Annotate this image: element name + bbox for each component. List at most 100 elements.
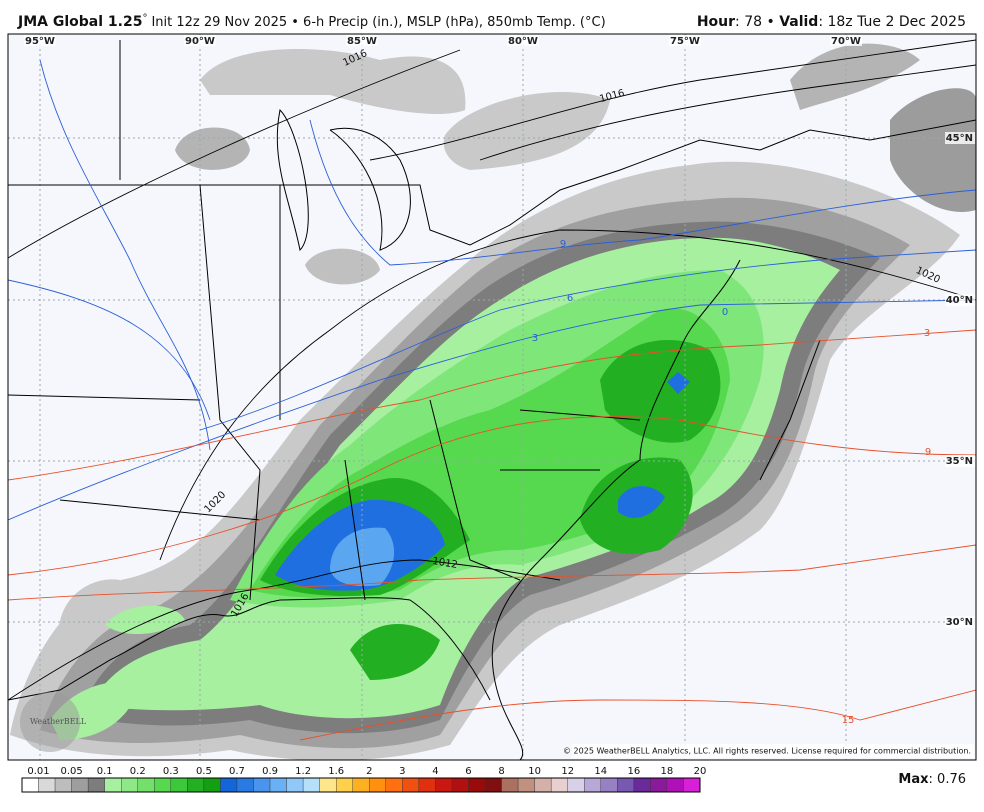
isotherm-label: 0 (722, 307, 728, 318)
colorbar-swatch (534, 777, 552, 793)
isotherm-label: 3 (924, 328, 930, 339)
longitude-label: 95°W (25, 36, 55, 47)
model-name: JMA Global 1.25 (17, 14, 142, 30)
hour-label: Hour (697, 14, 735, 30)
colorbar-swatch (253, 777, 271, 793)
colorbar-label: 20 (694, 766, 707, 777)
colorbar-swatch (650, 777, 668, 793)
label-bg (830, 35, 862, 46)
colorbar-swatch (352, 777, 370, 793)
colorbar-label: 12 (561, 766, 574, 777)
valid-label: Valid (779, 14, 818, 30)
label-bg (945, 294, 975, 306)
colorbar-label: 0.7 (229, 766, 245, 777)
colorbar-swatch (21, 777, 39, 793)
colorbar-swatch (236, 777, 254, 793)
colorbar-label: 8 (498, 766, 504, 777)
colorbar-label: 0.1 (97, 766, 113, 777)
header-left: JMA Global 1.25° Init 12z 29 Nov 2025 • 6… (17, 13, 606, 30)
latitude-label: 35°N (946, 456, 973, 467)
colorbar-label: 10 (528, 766, 541, 777)
colorbar-label: 6 (465, 766, 471, 777)
colorbar-label: 0.05 (60, 766, 82, 777)
label-bg (507, 35, 539, 46)
colorbar-swatch (286, 777, 304, 793)
latitude-label: 30°N (946, 617, 973, 628)
longitude-label: 75°W (670, 36, 700, 47)
colorbar-swatch (451, 777, 469, 793)
colorbar-swatch (335, 777, 353, 793)
isobars (8, 39, 976, 701)
colorbar-swatch (121, 777, 138, 793)
colorbar-swatch (584, 777, 601, 793)
colorbar-swatch (484, 777, 502, 793)
colorbar-swatch (269, 777, 287, 793)
isotherm-label: 15 (842, 715, 855, 726)
longitude-label: 90°W (185, 36, 215, 47)
isotherm-label: 9 (925, 447, 931, 458)
colorbar-swatch (154, 777, 172, 793)
colorbar-label: 0.3 (163, 766, 179, 777)
colorbar-swatch (402, 777, 420, 793)
latitude-labels: 45°N 40°N 35°N 30°N (945, 132, 975, 628)
colorbar-swatch (87, 777, 105, 793)
label-bg (24, 35, 56, 46)
isotherms-cold (8, 59, 976, 521)
colorbar-swatch (385, 777, 403, 793)
degree: ° (142, 13, 147, 24)
colorbar-swatch (104, 777, 122, 793)
run-info: Init 12z 29 Nov 2025 • 6-h Precip (in.),… (151, 15, 605, 30)
colorbar-label: 0.2 (130, 766, 146, 777)
colorbar-swatch (435, 777, 453, 793)
colorbar-swatch (600, 777, 618, 793)
header-right: Hour: 78 • Valid: 18z Tue 2 Dec 2025 (697, 14, 966, 30)
colorbar-swatch (501, 777, 519, 793)
longitude-label: 85°W (347, 36, 377, 47)
colorbar-label: 14 (594, 766, 607, 777)
max-value: : 0.76 (929, 772, 966, 787)
colorbar-swatch (683, 777, 701, 793)
colorbar-swatch (203, 777, 221, 793)
graticule (8, 34, 976, 760)
label-bg (184, 35, 216, 46)
max-label: Max (898, 772, 929, 787)
colorbar-frame (21, 777, 701, 793)
isotherm-label: 3 (532, 333, 538, 344)
label-bg (346, 35, 378, 46)
colorbar-swatch (38, 777, 56, 793)
colorbar-swatch (567, 777, 585, 793)
longitude-labels: 95°W 90°W 85°W 80°W 75°W 70°W (24, 35, 862, 47)
colorbar-label: 1.2 (295, 766, 311, 777)
map-lines (8, 34, 976, 760)
precip-shading (10, 43, 976, 760)
colorbar-label: 4 (432, 766, 438, 777)
isobar-label: 1012 (431, 556, 458, 571)
latitude-label: 40°N (946, 295, 973, 306)
colorbar-swatch (319, 777, 337, 793)
label-bg (945, 132, 975, 144)
colorbar-label: 0.01 (27, 766, 49, 777)
label-bg (945, 616, 975, 628)
longitude-label: 80°W (508, 36, 538, 47)
copyright: © 2025 WeatherBELL Analytics, LLC. All r… (563, 747, 971, 756)
colorbar-swatch (550, 777, 568, 793)
colorbar-label: 16 (627, 766, 640, 777)
latitude-label: 45°N (946, 133, 973, 144)
isotherm-label: 6 (567, 293, 573, 304)
colorbar-swatch (302, 777, 320, 793)
colorbar-swatch (71, 777, 89, 793)
colorbar-label: 0.5 (196, 766, 212, 777)
label-bg (945, 455, 975, 467)
map: 95°W 90°W 85°W 80°W 75°W 70°W 45°N 40°N 35°N 30°… (7, 33, 977, 761)
colorbar-swatch (170, 777, 188, 793)
temperature-labels: 9 6 3 0 3 9 15 (532, 239, 931, 726)
isotherm-label: 9 (560, 239, 566, 250)
colorbar-swatch (137, 777, 155, 793)
colorbar-swatch (666, 777, 684, 793)
colorbar-label: 0.9 (262, 766, 278, 777)
colorbar-swatch (633, 777, 651, 793)
colorbar-label: 18 (661, 766, 674, 777)
colorbar-label: 1.6 (328, 766, 344, 777)
colorbar-swatch (220, 777, 238, 793)
